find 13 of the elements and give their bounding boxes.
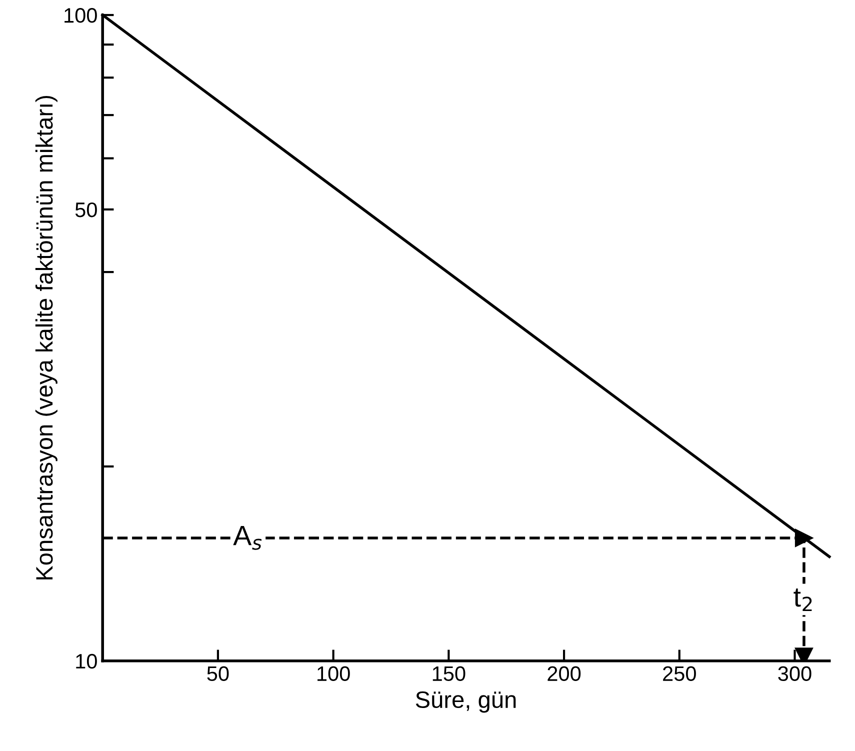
x-tick-label: 100 [318, 666, 350, 682]
x-tick-label: 50 [207, 666, 229, 682]
y-tick-label: 10 [76, 654, 97, 669]
y-tick-label: 100 [64, 8, 97, 23]
x-tick-label: 200 [548, 666, 581, 682]
y-axis-title: Konsantrasyon (veya kalite faktörünün miktarı) [35, 96, 58, 580]
x-tick-label: 150 [432, 666, 466, 682]
ref-line-label: t$_{2}$ [794, 588, 812, 612]
ref-line-label: A$_{s}$ [233, 526, 262, 550]
x-tick-label: 250 [663, 666, 696, 682]
y-tick-label: 50 [75, 202, 97, 218]
x-tick-label: 300 [778, 666, 812, 682]
x-axis-title: Süre, gün [416, 691, 516, 713]
